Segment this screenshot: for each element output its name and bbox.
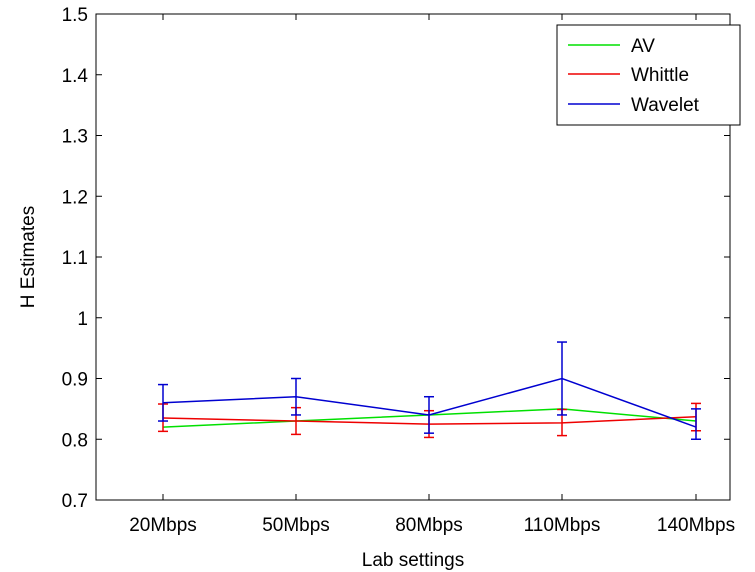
legend-box bbox=[556, 24, 741, 126]
y-tick-label: 1 bbox=[77, 309, 88, 330]
y-tick-label: 1.1 bbox=[62, 248, 88, 269]
legend-label-wavelet: Wavelet bbox=[631, 95, 700, 116]
y-axis: 0.7 0.8 0.9 1 1.1 1.2 1.3 1.4 1.5 bbox=[62, 5, 730, 512]
legend-label-av: AV bbox=[631, 36, 655, 57]
x-tick-label: 20Mbps bbox=[129, 515, 197, 536]
x-tick-label: 50Mbps bbox=[262, 515, 330, 536]
y-tick-label: 1.2 bbox=[62, 187, 88, 208]
x-tick-label: 110Mbps bbox=[524, 515, 601, 536]
y-tick-label: 0.8 bbox=[62, 430, 88, 451]
x-axis: 20Mbps 50Mbps 80Mbps 110Mbps 140Mbps bbox=[129, 14, 735, 536]
legend-label-whittle: Whittle bbox=[631, 65, 689, 86]
y-tick-label: 1.4 bbox=[62, 66, 89, 87]
y-tick-label: 1.5 bbox=[62, 5, 88, 26]
series-layer bbox=[158, 341, 701, 440]
x-tick-label: 140Mbps bbox=[657, 515, 735, 536]
y-tick-label: 1.3 bbox=[62, 127, 88, 148]
legend: AV Whittle Wavelet bbox=[556, 24, 741, 126]
y-tick-label: 0.7 bbox=[62, 491, 88, 512]
x-axis-title: Lab settings bbox=[362, 550, 464, 571]
x-tick-label: 80Mbps bbox=[395, 515, 463, 536]
y-tick-label: 0.9 bbox=[62, 370, 88, 391]
y-axis-title: H Estimates bbox=[18, 206, 39, 308]
